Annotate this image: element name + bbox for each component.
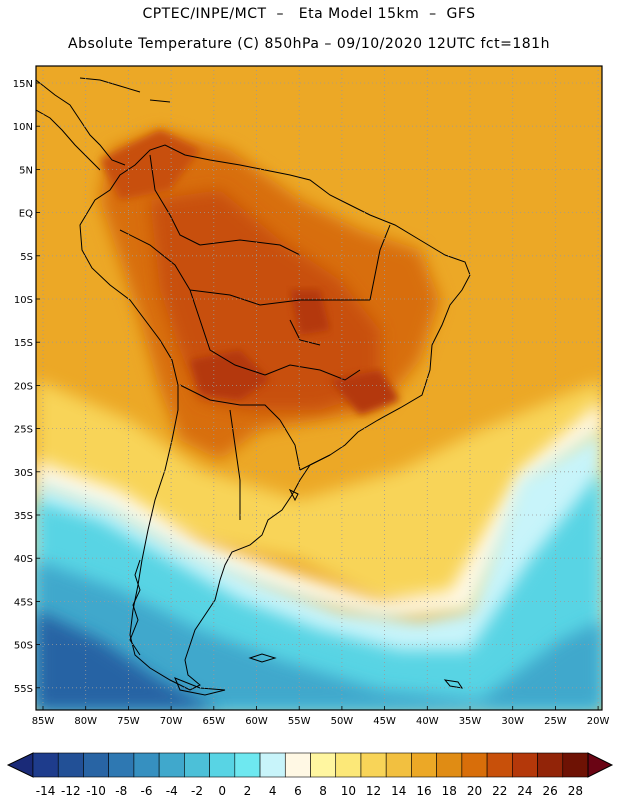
colorbar-low-arrow — [6, 752, 34, 778]
colorbar-swatch — [461, 752, 488, 778]
lat-label: EQ — [19, 209, 33, 220]
colorbar-swatch — [234, 752, 261, 778]
lat-label: 40S — [14, 554, 33, 565]
title-line-2: Absolute Temperature (C) 850hPa – 09/10/… — [68, 36, 550, 52]
colorbar-swatch — [562, 752, 589, 778]
colorbar-swatch — [385, 752, 412, 778]
lon-label: 65W — [202, 716, 225, 727]
colorbar-swatch — [284, 752, 311, 778]
lat-label: 45S — [14, 597, 33, 608]
lon-label: 75W — [117, 716, 140, 727]
colorbar-swatch — [108, 752, 135, 778]
lat-label: 30S — [14, 468, 33, 479]
colorbar-swatch — [486, 752, 513, 778]
title-line-1: CPTEC/INPE/MCT – Eta Model 15km – GFS — [142, 6, 476, 22]
colorbar-label: 2 — [244, 784, 252, 798]
colorbar-label: 8 — [319, 784, 327, 798]
colorbar-label: 18 — [442, 784, 457, 798]
colorbar-label: 22 — [492, 784, 507, 798]
lat-label: 20S — [14, 381, 33, 392]
colorbar-label: -6 — [141, 784, 153, 798]
lon-label: 45W — [373, 716, 396, 727]
colorbar-swatch — [436, 752, 463, 778]
colorbar-label: 20 — [467, 784, 482, 798]
colorbar-label: 4 — [269, 784, 277, 798]
colorbar-label: -12 — [61, 784, 81, 798]
lat-label: 5N — [19, 165, 33, 176]
map-frame — [35, 65, 603, 711]
lon-label: 60W — [245, 716, 268, 727]
lat-label: 15S — [14, 338, 33, 349]
lat-label: 10S — [14, 295, 33, 306]
lat-label: 10N — [13, 122, 33, 133]
colorbar-swatch — [537, 752, 564, 778]
colorbar-label: 10 — [341, 784, 356, 798]
colorbar-swatch — [335, 752, 362, 778]
colorbar-label: 6 — [294, 784, 302, 798]
colorbar-label: 28 — [568, 784, 583, 798]
lat-label: 35S — [14, 511, 33, 522]
lon-label: 55W — [288, 716, 311, 727]
lat-label: 50S — [14, 641, 33, 652]
colorbar-swatch — [209, 752, 236, 778]
graticule — [36, 66, 602, 710]
temperature-field — [36, 66, 602, 710]
colorbar-label: 24 — [517, 784, 532, 798]
colorbar-label: 16 — [416, 784, 431, 798]
colorbar-swatch — [512, 752, 538, 778]
colorbar-label: 0 — [218, 784, 226, 798]
colorbar-swatch — [57, 752, 84, 778]
colorbar-swatch — [133, 752, 160, 778]
lat-label: 55S — [14, 684, 33, 695]
colorbar-swatch — [32, 752, 59, 778]
colorbar-label: -4 — [166, 784, 178, 798]
lon-label: 40W — [416, 716, 439, 727]
colorbar-label: 14 — [391, 784, 406, 798]
colorbar-label: -10 — [86, 784, 106, 798]
colorbar-label: -14 — [36, 784, 56, 798]
longitude-labels: 85W 80W 75W 70W 65W 60W 55W 50W 45W 40W 35W 30W 25W 2… — [32, 716, 610, 727]
colorbar-swatch — [158, 752, 185, 778]
lon-label: 70W — [160, 716, 183, 727]
colorbar-label: -2 — [191, 784, 203, 798]
colorbar-swatch — [310, 752, 337, 778]
lat-label: 5S — [20, 252, 33, 263]
lon-label: 85W — [32, 716, 55, 727]
lon-label: 30W — [501, 716, 524, 727]
lon-label: 20W — [587, 716, 610, 727]
lon-label: 50W — [331, 716, 354, 727]
colorbar-high-arrow — [587, 752, 614, 778]
lon-label: 35W — [459, 716, 482, 727]
lat-label: 15N — [13, 79, 33, 90]
lat-label: 25S — [14, 425, 33, 436]
colorbar-swatch — [184, 752, 210, 778]
colorbar-swatch — [411, 752, 437, 778]
coastlines — [36, 77, 471, 696]
colorbar-label: -8 — [115, 784, 127, 798]
colorbar-swatch — [259, 752, 286, 778]
lon-label: 25W — [544, 716, 567, 727]
colorbar-label: 26 — [543, 784, 558, 798]
colorbar-swatch — [83, 752, 109, 778]
colorbar-swatch — [360, 752, 387, 778]
colorbar-label: 12 — [366, 784, 381, 798]
latitude-labels: 15N 10N 5N EQ 5S 10S 15S 20S 25S 30S 35S 40S 45S 50S 5… — [13, 79, 33, 695]
lon-label: 80W — [74, 716, 97, 727]
